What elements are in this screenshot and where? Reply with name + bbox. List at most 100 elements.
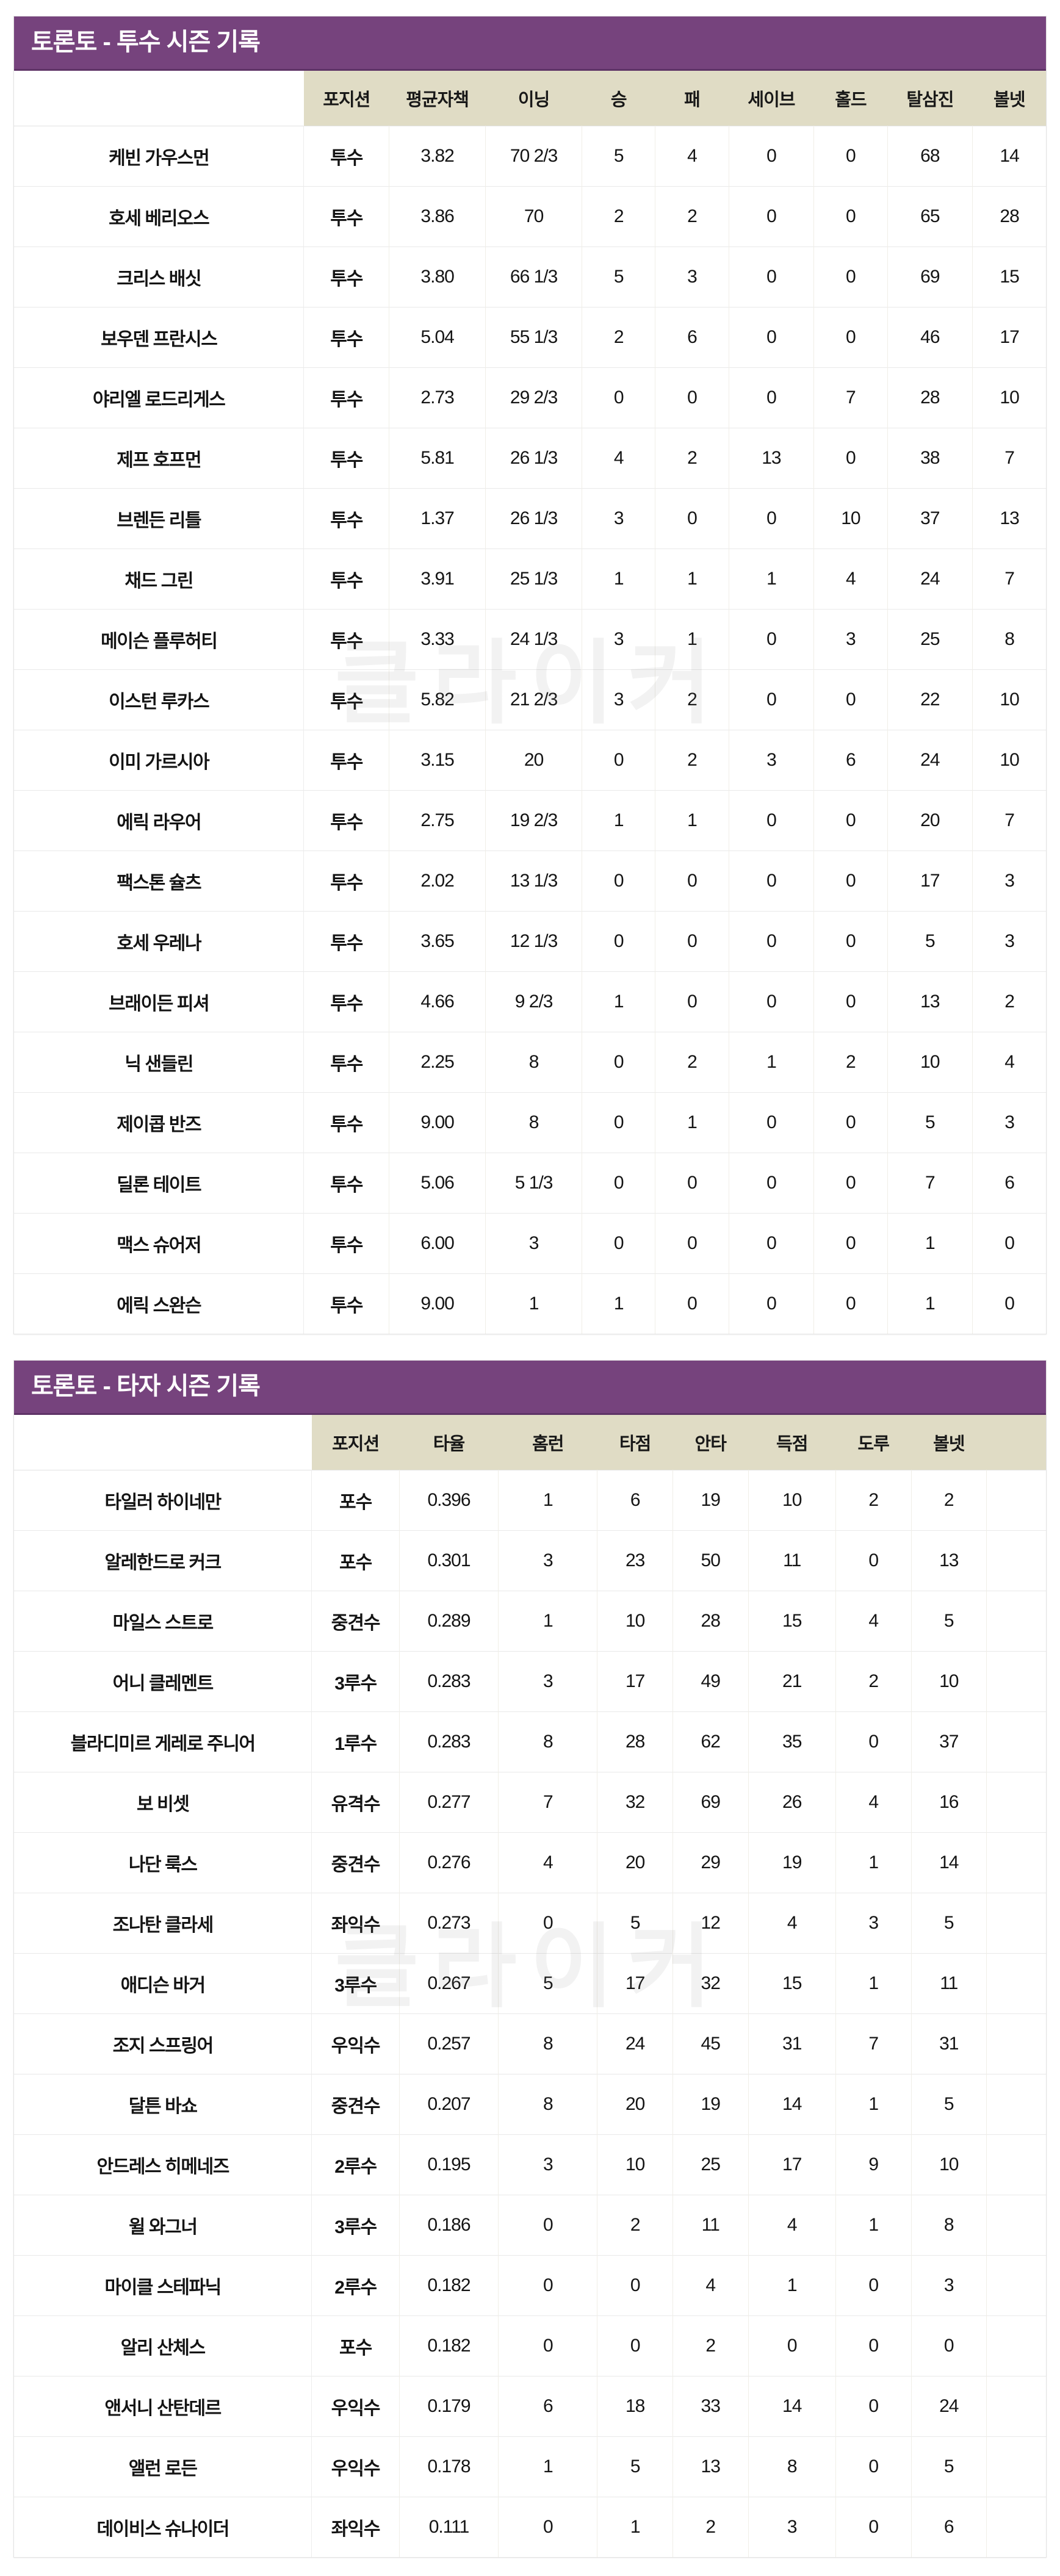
cell-rbi: 5 [597, 1893, 673, 1954]
cell-wins: 2 [582, 186, 656, 247]
cell-innings: 9 2/3 [485, 971, 583, 1032]
cell-strikeouts: 13 [887, 971, 973, 1032]
cell-position: 투수 [303, 186, 390, 247]
cell-strikeouts: 65 [887, 186, 973, 247]
cell-wins: 1 [582, 790, 656, 851]
table-row[interactable]: 딜론 테이트 투수 5.06 5 1/3 0 0 0 0 7 6 [14, 1153, 1046, 1214]
cell-rbi: 10 [597, 1591, 673, 1652]
header-rbi[interactable]: 타점 [597, 1415, 673, 1470]
header-average[interactable]: 타율 [399, 1415, 499, 1470]
table-row[interactable]: 어니 클레멘트 3루수 0.283 3 17 49 21 2 10 [14, 1651, 1046, 1712]
cell-position: 투수 [303, 549, 390, 610]
header-wins[interactable]: 승 [582, 71, 655, 126]
cell-losses: 4 [655, 126, 729, 187]
table-row[interactable]: 앨런 로든 우익수 0.178 1 5 13 8 0 5 [14, 2436, 1046, 2497]
table-row[interactable]: 애디슨 바거 3루수 0.267 5 17 32 15 1 11 [14, 1953, 1046, 2014]
cell-position: 중견수 [311, 1832, 400, 1893]
table-row[interactable]: 제이콥 반즈 투수 9.00 8 0 1 0 0 5 3 [14, 1092, 1046, 1153]
table-row[interactable]: 맥스 슈어저 투수 6.00 3 0 0 0 0 1 0 [14, 1213, 1046, 1274]
table-row[interactable]: 브렌든 리틀 투수 1.37 26 1/3 3 0 0 10 37 13 [14, 488, 1046, 549]
table-row[interactable]: 호세 우레나 투수 3.65 12 1/3 0 0 0 0 5 3 [14, 911, 1046, 972]
table-row[interactable]: 브래이든 피셔 투수 4.66 9 2/3 1 0 0 0 13 2 [14, 971, 1046, 1032]
table-row[interactable]: 안드레스 히메네즈 2루수 0.195 3 10 25 17 9 10 [14, 2134, 1046, 2195]
cell-holds: 0 [813, 186, 888, 247]
cell-average: 0.276 [399, 1832, 499, 1893]
cell-rbi: 17 [597, 1651, 673, 1712]
table-row[interactable]: 제프 호프먼 투수 5.81 26 1/3 4 2 13 0 38 7 [14, 428, 1046, 489]
header-era[interactable]: 평균자책 [389, 71, 486, 126]
cell-hits: 25 [672, 2134, 749, 2195]
cell-hits: 4 [672, 2255, 749, 2316]
cell-losses: 2 [655, 186, 729, 247]
header-homeruns[interactable]: 홈런 [498, 1415, 597, 1470]
table-row[interactable]: 채드 그린 투수 3.91 25 1/3 1 1 1 4 24 7 [14, 549, 1046, 610]
table-row[interactable]: 조지 스프링어 우익수 0.257 8 24 45 31 7 31 [14, 2013, 1046, 2074]
header-walks[interactable]: 볼넷 [972, 71, 1046, 126]
table-row[interactable]: 데이비스 슈나이더 좌익수 0.111 0 1 2 3 0 6 [14, 2497, 1046, 2557]
table-row[interactable]: 앤서니 산탄데르 우익수 0.179 6 18 33 14 0 24 [14, 2376, 1046, 2437]
header-losses[interactable]: 패 [655, 71, 729, 126]
cell-position: 2루수 [311, 2255, 400, 2316]
batting-stats-panel: 클라이커 토론토 - 타자 시즌 기록 포지션 타율 홈런 타점 안타 득점 도… [13, 1360, 1047, 2558]
cell-holds: 0 [813, 851, 888, 912]
table-row[interactable]: 보우덴 프란시스 투수 5.04 55 1/3 2 6 0 0 46 17 [14, 307, 1046, 368]
header-walks[interactable]: 볼넷 [911, 1415, 987, 1470]
header-steals[interactable]: 도루 [835, 1415, 911, 1470]
table-row[interactable]: 팩스톤 슐츠 투수 2.02 13 1/3 0 0 0 0 17 3 [14, 851, 1046, 912]
cell-wins: 3 [582, 669, 656, 730]
table-row[interactable]: 마이클 스테파닉 2루수 0.182 0 0 4 1 0 3 [14, 2255, 1046, 2316]
cell-era: 2.25 [389, 1032, 486, 1093]
table-row[interactable]: 야리엘 로드리게스 투수 2.73 29 2/3 0 0 0 7 28 10 [14, 367, 1046, 428]
cell-strikeouts: 5 [887, 911, 973, 972]
table-row[interactable]: 크리스 배싯 투수 3.80 66 1/3 5 3 0 0 69 15 [14, 246, 1046, 308]
cell-innings: 21 2/3 [485, 669, 583, 730]
table-row[interactable]: 에릭 라우어 투수 2.75 19 2/3 1 1 0 0 20 7 [14, 790, 1046, 851]
header-hits[interactable]: 안타 [672, 1415, 749, 1470]
cell-average: 0.283 [399, 1711, 499, 1772]
table-row[interactable]: 조나탄 클라세 좌익수 0.273 0 5 12 4 3 5 [14, 1893, 1046, 1954]
cell-homeruns: 3 [498, 1651, 598, 1712]
table-row[interactable]: 달튼 바쇼 중견수 0.207 8 20 19 14 1 5 [14, 2074, 1046, 2135]
table-row[interactable]: 이스턴 루카스 투수 5.82 21 2/3 3 2 0 0 22 10 [14, 669, 1046, 730]
cell-innings: 13 1/3 [485, 851, 583, 912]
cell-homeruns: 1 [498, 1470, 598, 1531]
table-row[interactable]: 나단 룩스 중견수 0.276 4 20 29 19 1 14 [14, 1832, 1046, 1893]
cell-hits: 32 [672, 1953, 749, 2014]
pitching-header-row: 포지션 평균자책 이닝 승 패 세이브 홀드 탈삼진 볼넷 [14, 71, 1046, 126]
cell-position: 유격수 [311, 1772, 400, 1833]
cell-runs: 10 [748, 1470, 836, 1531]
table-row[interactable]: 이미 가르시아 투수 3.15 20 0 2 3 6 24 10 [14, 730, 1046, 791]
header-saves[interactable]: 세이브 [729, 71, 814, 126]
table-row[interactable]: 마일스 스트로 중견수 0.289 1 10 28 15 4 5 [14, 1591, 1046, 1652]
table-row[interactable]: 블라디미르 게레로 주니어 1루수 0.283 8 28 62 35 0 37 [14, 1711, 1046, 1772]
table-row[interactable]: 알리 산체스 포수 0.182 0 0 2 0 0 0 [14, 2315, 1046, 2376]
table-row[interactable]: 보 비셋 유격수 0.277 7 32 69 26 4 16 [14, 1772, 1046, 1833]
cell-holds: 0 [813, 1213, 888, 1274]
cell-hits: 2 [672, 2497, 749, 2557]
cell-strikeouts: 37 [887, 488, 973, 549]
cell-position: 투수 [303, 1032, 390, 1093]
table-row[interactable]: 메이슨 플루허티 투수 3.33 24 1/3 3 1 0 3 25 8 [14, 609, 1046, 670]
cell-position: 투수 [303, 307, 390, 368]
table-row[interactable]: 케빈 가우스먼 투수 3.82 70 2/3 5 4 0 0 68 14 [14, 126, 1046, 187]
table-row[interactable]: 호세 베리오스 투수 3.86 70 2 2 0 0 65 28 [14, 186, 1046, 247]
cell-wins: 2 [582, 307, 656, 368]
table-row[interactable]: 닉 샌들린 투수 2.25 8 0 2 1 2 10 4 [14, 1032, 1046, 1093]
cell-trailing-blank [986, 2255, 1046, 2316]
header-innings[interactable]: 이닝 [485, 71, 582, 126]
table-row[interactable]: 알레한드로 커크 포수 0.301 3 23 50 11 0 13 [14, 1530, 1046, 1591]
header-holds[interactable]: 홀드 [813, 71, 888, 126]
cell-walks: 10 [972, 367, 1046, 428]
cell-era: 3.33 [389, 609, 486, 670]
header-position[interactable]: 포지션 [311, 1415, 400, 1470]
cell-innings: 25 1/3 [485, 549, 583, 610]
cell-runs: 17 [748, 2134, 836, 2195]
header-runs[interactable]: 득점 [748, 1415, 836, 1470]
table-row[interactable]: 윌 와그너 3루수 0.186 0 2 11 4 1 8 [14, 2195, 1046, 2256]
cell-trailing-blank [986, 2436, 1046, 2497]
cell-saves: 0 [729, 367, 815, 428]
header-strikeouts[interactable]: 탈삼진 [887, 71, 973, 126]
table-row[interactable]: 에릭 스완슨 투수 9.00 1 1 0 0 0 1 0 [14, 1273, 1046, 1334]
table-row[interactable]: 타일러 하이네만 포수 0.396 1 6 19 10 2 2 [14, 1470, 1046, 1531]
header-position[interactable]: 포지션 [303, 71, 389, 126]
